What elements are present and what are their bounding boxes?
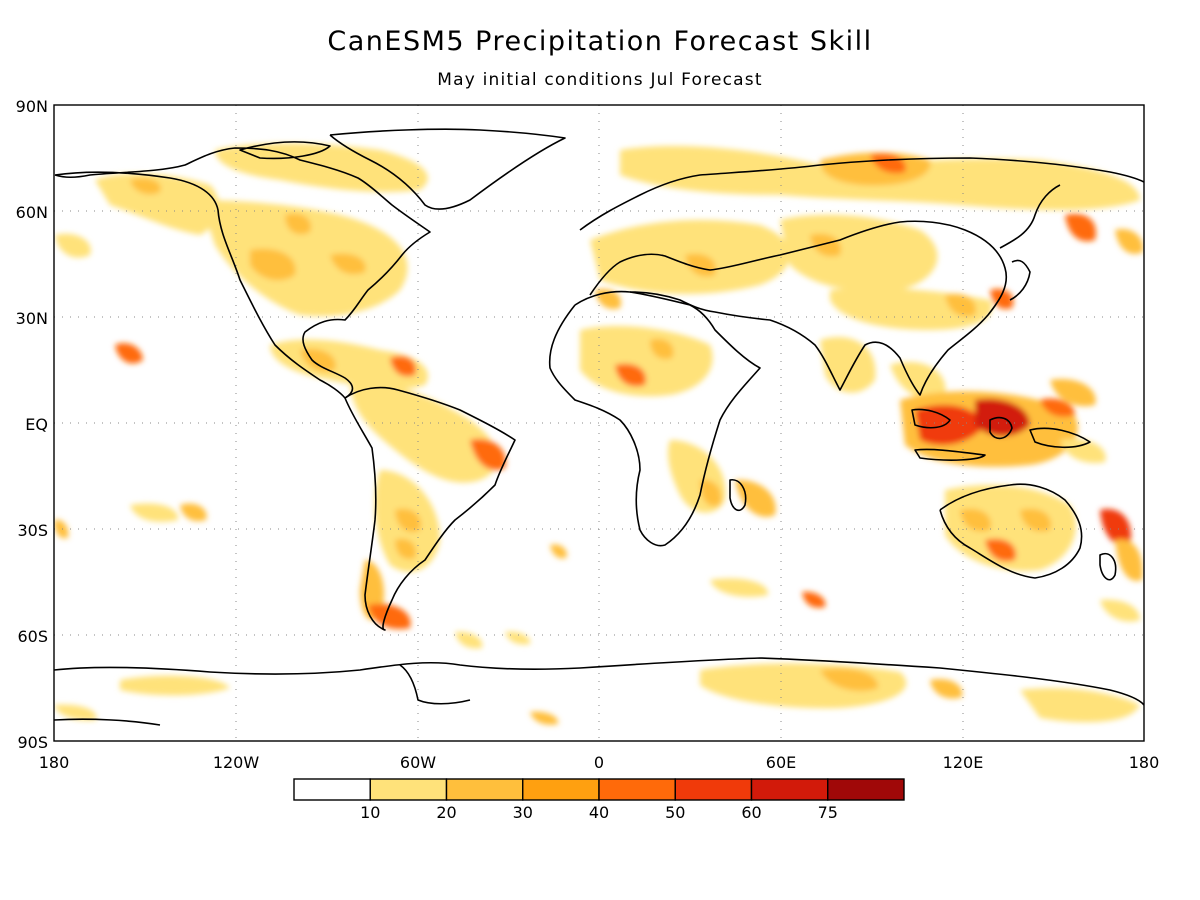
- colorbar-swatch: [827, 778, 905, 801]
- lat-label-60n: 60N: [16, 203, 48, 222]
- colorbar-tick-label: 50: [665, 803, 685, 822]
- colorbar-swatch: [445, 778, 524, 801]
- colorbar-tick-label: 60: [741, 803, 761, 822]
- lon-label-60w: 60W: [400, 753, 436, 772]
- colorbar-tick-label: 40: [589, 803, 609, 822]
- map-gridlines: [54, 105, 1144, 741]
- colorbar-swatch: [674, 778, 753, 801]
- lat-label-90n: 90N: [16, 97, 48, 116]
- colorbar-swatch: [598, 778, 676, 801]
- chart-subtitle: May initial conditions Jul Forecast: [437, 70, 763, 90]
- colorbar-tick-label: 20: [436, 803, 456, 822]
- colorbar-swatch: [522, 778, 600, 801]
- colorbar-tick-label: 10: [360, 803, 380, 822]
- colorbar-swatch: [750, 778, 829, 801]
- coastlines: [54, 128, 1144, 726]
- lon-label-180w: 180: [39, 753, 70, 772]
- colorbar-tick-label: 30: [513, 803, 533, 822]
- lat-label-eq: EQ: [25, 415, 48, 434]
- colorbar-swatch: [293, 778, 371, 801]
- lon-label-120e: 120E: [943, 753, 984, 772]
- lat-label-30s: 30S: [17, 521, 48, 540]
- colorbar-swatch: [369, 778, 448, 801]
- colorbar: 10 20 30 40 50 60 75: [293, 778, 905, 822]
- lat-label-90s: 90S: [17, 733, 48, 752]
- chart-title: CanESM5 Precipitation Forecast Skill: [327, 26, 873, 57]
- lon-label-180e: 180: [1129, 753, 1160, 772]
- lat-label-60s: 60S: [17, 627, 48, 646]
- lon-label-60e: 60E: [766, 753, 796, 772]
- skill-shading: [54, 143, 1144, 725]
- lon-label-0: 0: [594, 753, 604, 772]
- lat-label-30n: 30N: [16, 309, 48, 328]
- colorbar-tick-label: 75: [818, 803, 838, 822]
- lon-label-120w: 120W: [213, 753, 260, 772]
- map-frame: [53, 104, 1145, 742]
